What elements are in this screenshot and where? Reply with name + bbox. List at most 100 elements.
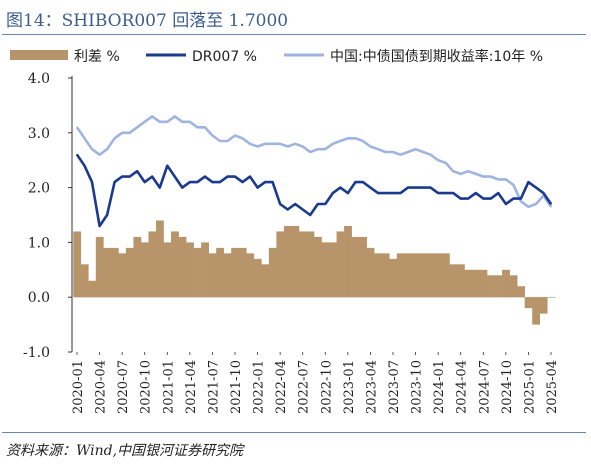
- cgb10y-point: [422, 151, 424, 153]
- cgb10y-point: [497, 178, 500, 181]
- dr007-point: [106, 214, 108, 216]
- cgb10y-point: [490, 175, 492, 178]
- dr007-point: [520, 197, 522, 200]
- dr007-point: [444, 192, 447, 194]
- cgb10y-point: [414, 148, 417, 151]
- spread-bar: [216, 247, 225, 298]
- dr007-point: [505, 203, 507, 205]
- spread-bar: [314, 236, 322, 298]
- spread-bar: [539, 297, 548, 314]
- x-tick-label: 2024-01: [432, 360, 447, 414]
- spread-bar: [456, 264, 465, 298]
- dr007-point: [181, 186, 184, 189]
- x-tick-label: 2020-04: [94, 360, 109, 414]
- x-tick-label: 2023-01: [342, 360, 357, 414]
- cgb10y-point: [196, 126, 199, 129]
- dr007-point: [226, 175, 229, 178]
- dr007-point: [332, 192, 334, 194]
- dr007-point: [309, 214, 312, 216]
- dr007-point: [279, 203, 281, 205]
- spread-bar: [253, 258, 262, 298]
- dr007-point: [535, 186, 537, 189]
- spread-bar: [208, 253, 217, 298]
- spread-bar: [411, 253, 420, 298]
- spread-bar: [186, 242, 194, 298]
- dr007-point: [369, 186, 372, 189]
- cgb10y-point: [339, 140, 342, 142]
- x-tick-label: 2020-07: [116, 360, 131, 414]
- cgb10y-point: [143, 121, 146, 123]
- cgb10y-point: [369, 145, 372, 148]
- dr007-point: [91, 181, 93, 183]
- spread-bar: [88, 280, 97, 298]
- dr007-point: [377, 192, 379, 194]
- x-tick-label: 2020-01: [71, 360, 86, 414]
- spread-bar: [321, 242, 330, 298]
- cgb10y-point: [166, 121, 169, 123]
- spread-bar: [201, 242, 209, 298]
- dr007-point: [189, 181, 191, 183]
- dr007-point: [264, 181, 266, 183]
- source-note: 资料来源：Wind,中国银河证券研究院: [6, 443, 244, 459]
- cgb10y-point: [437, 159, 439, 161]
- x-tick-label: 2022-10: [319, 360, 334, 414]
- spread-bar: [344, 225, 352, 298]
- spread-bar: [193, 247, 202, 298]
- dr007-point: [286, 208, 289, 211]
- cgb10y-point: [332, 142, 334, 145]
- legend-label: 利差 %: [74, 49, 120, 65]
- series-dr007: [75, 153, 553, 228]
- dr007-point: [301, 208, 304, 211]
- x-tick-label: 2025-04: [545, 360, 560, 414]
- series-spread: [73, 220, 556, 325]
- x-tick-label: 2021-04: [184, 360, 199, 414]
- dr007-point: [204, 175, 206, 178]
- dr007-point: [136, 170, 138, 172]
- cgb10y-point: [136, 126, 138, 129]
- dr007-point: [219, 181, 221, 183]
- figure-title: 图14：SHIBOR007 回落至 1.7000: [6, 11, 289, 31]
- cgb10y-point: [452, 170, 454, 172]
- x-tick-label: 2025-01: [522, 360, 537, 414]
- cgb10y-point: [279, 142, 281, 145]
- cgb10y-point: [407, 151, 409, 153]
- plot-area: 4.0 3.0 2.0 1.0 0.0 -1.0 2020-01 2020-04 2020-07…: [23, 71, 560, 414]
- x-tick-label: 2021-01: [161, 360, 176, 414]
- dr007-point: [241, 181, 244, 183]
- dr007-point: [490, 197, 492, 200]
- dr007-point: [121, 175, 123, 178]
- spread-bar: [494, 275, 503, 298]
- spread-bar: [509, 275, 518, 298]
- cgb10y-point: [158, 121, 161, 123]
- cgb10y-point: [354, 137, 357, 140]
- dr007-point: [151, 175, 154, 178]
- legend-label: 中国:中债国债到期收益率:10年 %: [330, 48, 543, 65]
- spread-bar: [472, 269, 480, 298]
- spread-bar: [268, 247, 277, 298]
- dr007-line: [75, 153, 553, 228]
- cgb10y-point: [76, 126, 78, 129]
- cgb10y-point: [174, 115, 176, 118]
- spread-bar: [103, 247, 112, 298]
- spread-bar: [306, 231, 315, 298]
- x-tick-label: 2023-10: [410, 360, 425, 414]
- spread-bar: [547, 297, 556, 298]
- chart: 利差 % DR007 % 中国:中债国债到期收益率:10年 % 4.0 3.0 2.0 1…: [10, 48, 560, 414]
- spread-bar: [381, 253, 390, 298]
- dr007-point: [98, 225, 101, 227]
- spread-bar: [148, 231, 157, 298]
- spread-bar: [396, 253, 405, 298]
- dr007-point: [113, 181, 116, 183]
- cgb10y-point: [301, 145, 304, 148]
- dr007-point: [166, 164, 169, 167]
- dr007-point: [429, 186, 432, 189]
- spread-bar: [532, 297, 541, 325]
- spread-bar: [171, 231, 179, 298]
- dr007-point: [467, 197, 470, 200]
- spread-bar: [95, 236, 104, 298]
- cgb10y-point: [211, 134, 214, 137]
- dr007-point: [76, 153, 78, 156]
- spread-bar: [441, 253, 450, 298]
- dr007-point: [174, 175, 176, 178]
- cgb10y-point: [294, 142, 296, 145]
